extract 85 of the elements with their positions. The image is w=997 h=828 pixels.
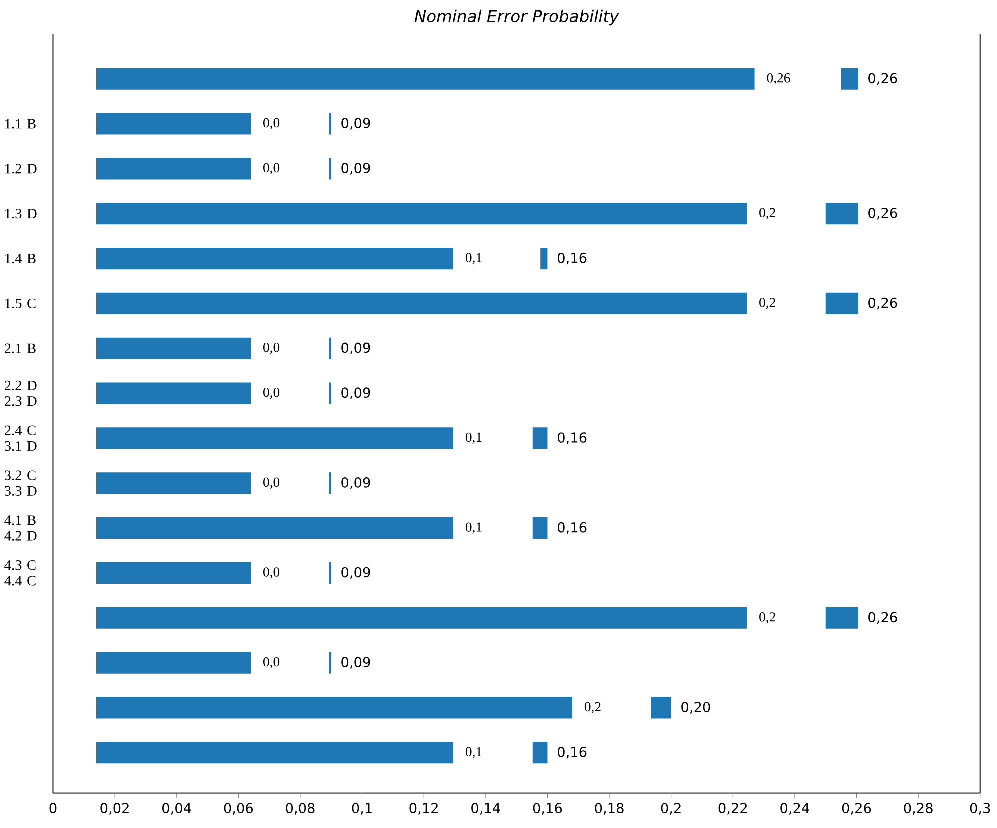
data-label: 0,09 — [342, 118, 370, 130]
chart-title: Nominal Error Probability — [414, 10, 620, 26]
bar — [532, 742, 548, 764]
data-label: 0,09 — [342, 567, 370, 579]
y-tick-label: 1.4 B — [6, 254, 36, 264]
annotation: 0,26 — [767, 73, 790, 84]
x-tick-label: 0,28 — [904, 802, 933, 815]
x-tick-label: 0,14 — [472, 802, 500, 815]
data-label: 0,20 — [682, 702, 710, 714]
bar — [532, 517, 548, 539]
bar — [96, 202, 748, 224]
x-tick-label: 0,22 — [718, 802, 748, 815]
annotation: 0,0 — [264, 163, 280, 174]
bar — [96, 113, 252, 135]
y-tick-label: 1.2 D — [6, 164, 37, 174]
bar — [96, 562, 252, 584]
y-tick-label: 1.5 C — [6, 298, 36, 308]
bar — [96, 158, 252, 180]
data-label: 0,16 — [558, 522, 587, 534]
x-tick-label: 0,3 — [970, 802, 990, 815]
bar — [96, 338, 252, 360]
y-tick-label: 2.1 B — [4, 344, 36, 354]
annotation: 0,2 — [760, 612, 776, 624]
bar — [96, 652, 252, 674]
x-tick-label: 0,26 — [842, 802, 872, 815]
annotation: 0,0 — [264, 342, 280, 354]
data-label: 0,26 — [868, 298, 898, 310]
bar — [96, 696, 572, 719]
annotation: 0,1 — [466, 252, 482, 264]
annotation: 0,0 — [264, 567, 280, 579]
x-tick-label: 0,02 — [100, 802, 129, 815]
x-tick-label: 0,12 — [410, 802, 438, 815]
y-tick-label: 2.4 C 3.1 D — [4, 426, 37, 451]
bar — [540, 248, 548, 270]
bar — [826, 607, 858, 629]
bar — [826, 202, 858, 224]
annotation: 0,0 — [264, 478, 280, 489]
annotation: 0,2 — [760, 208, 776, 220]
y-tick-label: 1.3 D — [6, 208, 37, 218]
annotation: 0,0 — [264, 657, 280, 668]
bar — [96, 472, 252, 494]
x-tick-label: 0,18 — [595, 802, 624, 815]
x-tick-label: 0 — [50, 802, 57, 814]
bar — [96, 248, 454, 270]
bar — [96, 607, 748, 629]
annotation: 0,2 — [584, 702, 601, 714]
bar — [96, 427, 454, 449]
y-tick-label: 4.3 C 4.4 C — [4, 560, 36, 586]
annotation: 0,1 — [466, 522, 482, 534]
data-label: 0,26 — [868, 612, 898, 624]
data-label: 0,09 — [342, 342, 370, 354]
x-tick-label: 0,2 — [661, 802, 681, 815]
data-label: 0,16 — [558, 432, 587, 444]
bar — [96, 382, 252, 404]
x-tick-label: 0,16 — [533, 802, 562, 815]
y-tick-label: 2.2 D 2.3 D — [4, 380, 37, 406]
annotation: 0,1 — [466, 747, 482, 758]
data-label: 0,16 — [558, 252, 587, 264]
data-label: 0,09 — [342, 477, 370, 490]
bar — [96, 742, 454, 764]
data-label: 0,09 — [342, 162, 370, 175]
data-label: 0,09 — [342, 387, 370, 400]
annotation: 0,0 — [264, 388, 280, 399]
bar — [96, 292, 748, 314]
annotation: 0,2 — [760, 298, 776, 310]
x-tick-label: 0,08 — [286, 802, 315, 815]
y-tick-label: 3.2 C 3.3 D — [5, 470, 37, 496]
bar — [96, 517, 454, 539]
x-tick-label: 0,04 — [162, 802, 192, 815]
y-tick-label: 1.1 B — [6, 118, 36, 129]
data-label: 0,26 — [868, 208, 898, 220]
annotation: 0,1 — [466, 432, 482, 444]
bar — [96, 68, 755, 90]
x-tick-label: 0,24 — [780, 802, 810, 815]
bar — [651, 696, 672, 719]
data-label: 0,16 — [558, 746, 587, 759]
y-tick-label: 4.1 B 4.2 D — [4, 515, 37, 541]
x-tick-label: 0,06 — [224, 802, 254, 815]
x-tick-label: 0,1 — [352, 802, 372, 815]
data-label: 0,26 — [868, 73, 898, 85]
annotation: 0,0 — [264, 118, 280, 130]
bar — [841, 68, 858, 90]
bar — [826, 292, 858, 314]
data-label: 0,09 — [342, 656, 370, 669]
bar — [532, 427, 548, 449]
